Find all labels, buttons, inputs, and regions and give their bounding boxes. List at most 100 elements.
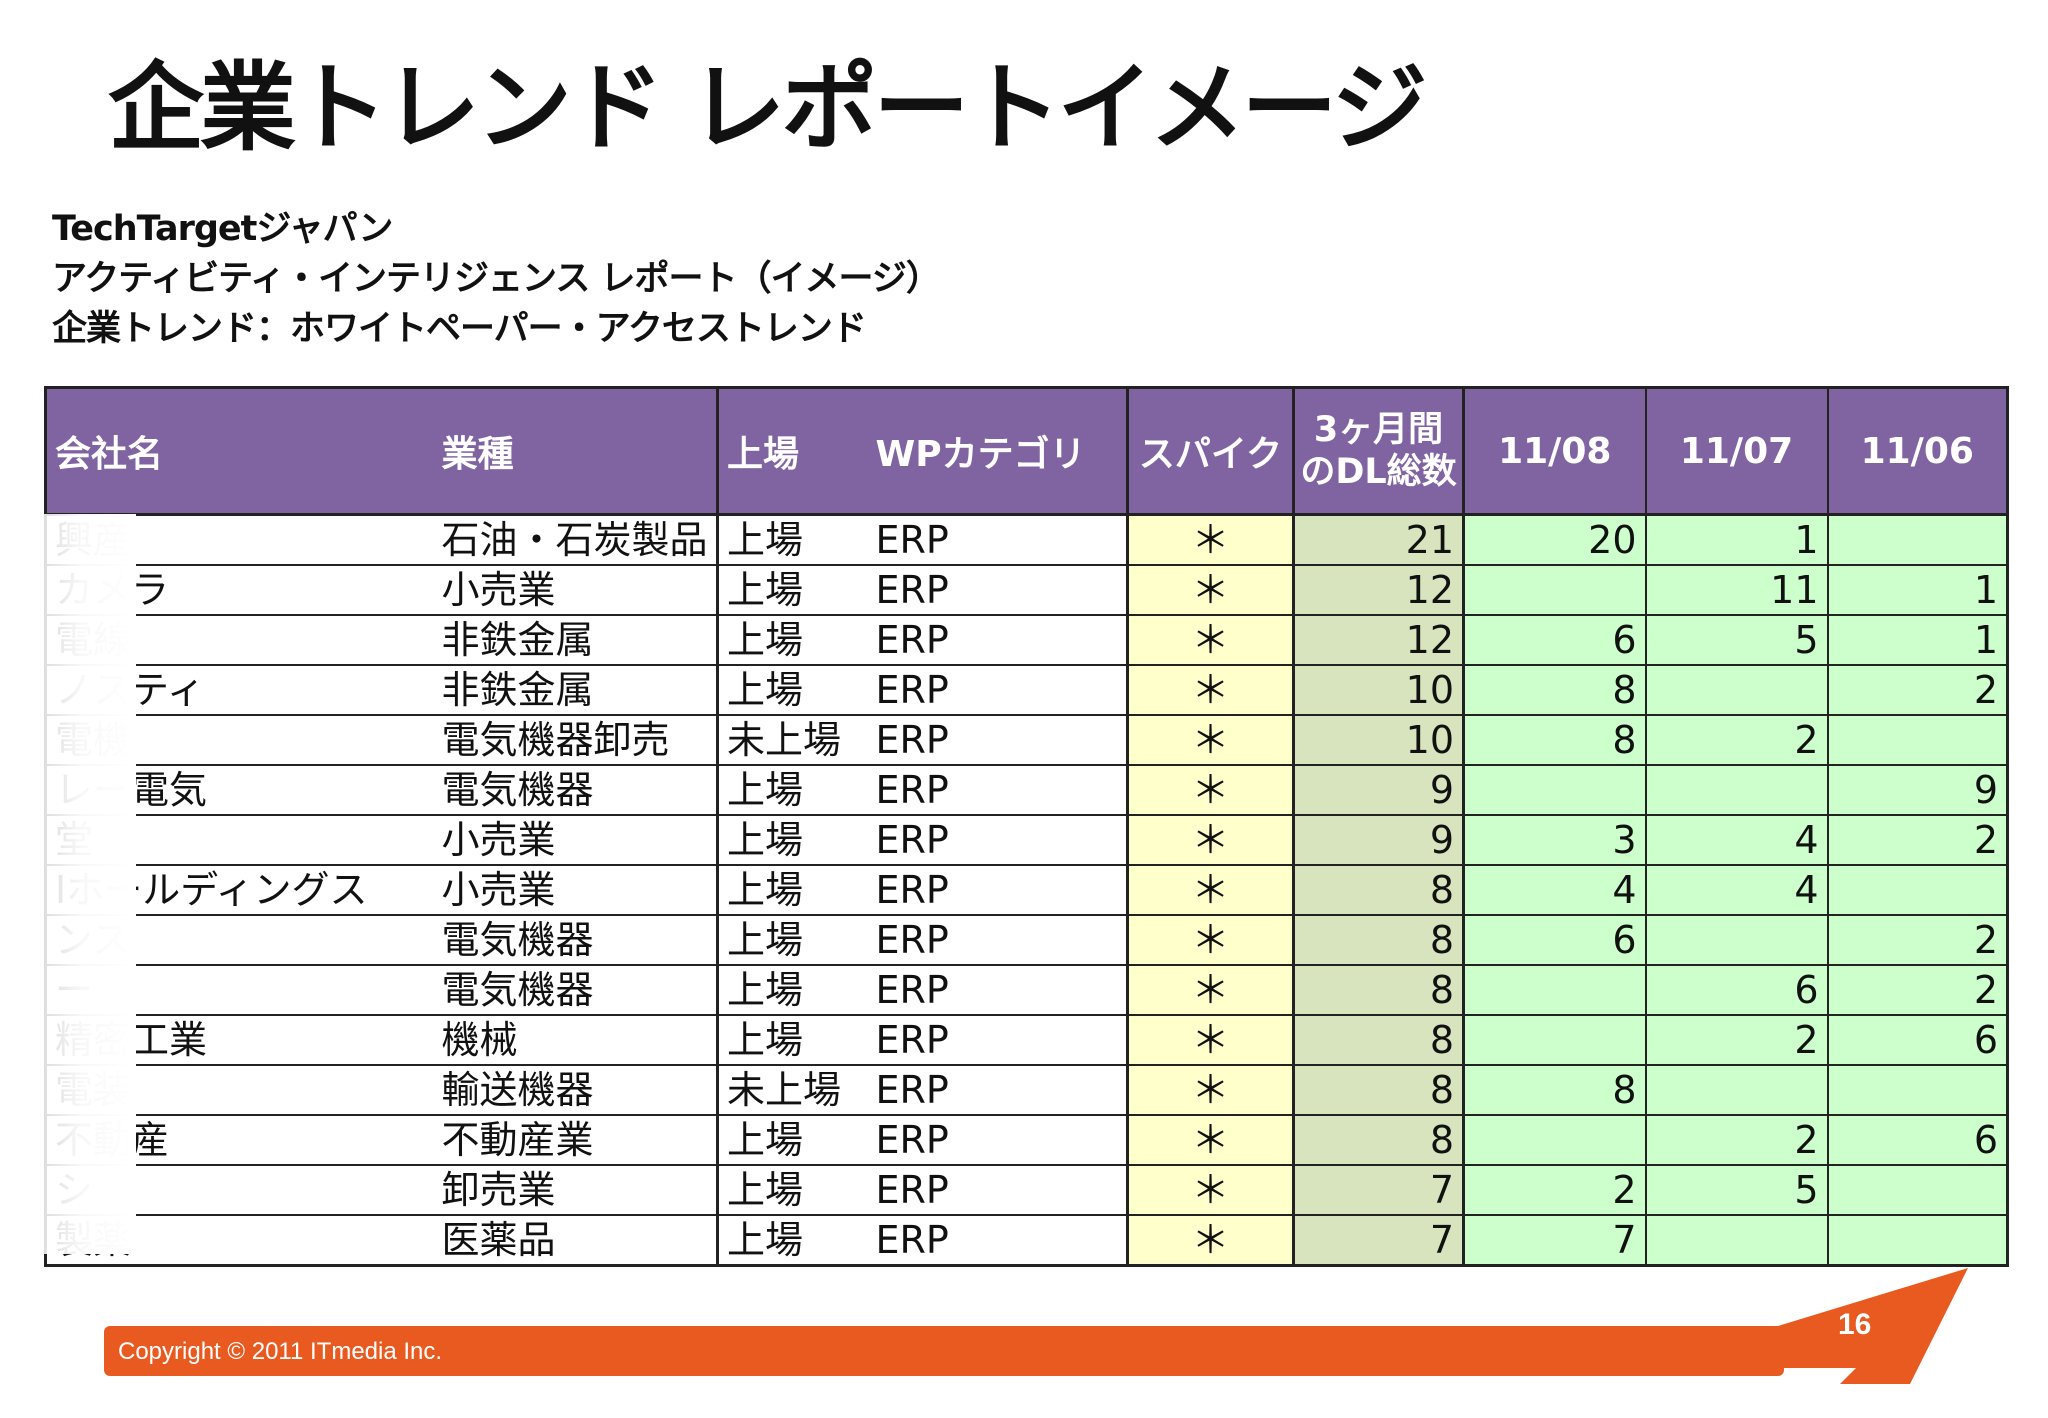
cell-dl-total: 8 [1292, 865, 1464, 916]
cell-category: ERP [867, 715, 1128, 766]
cell-industry: 不動産業 [433, 1115, 718, 1166]
cell-category: ERP [867, 665, 1128, 716]
cell-m1: 4 [1462, 865, 1646, 916]
header-category: WPカテゴリ [867, 386, 1128, 516]
cell-category: ERP [867, 865, 1128, 916]
cell-spike: ＊ [1126, 1015, 1294, 1066]
cell-industry: 機械 [433, 1015, 718, 1066]
footer-band [104, 1326, 1784, 1376]
cell-listing: 上場 [716, 965, 868, 1016]
cell-dl-total: 8 [1292, 1015, 1464, 1066]
cell-dl-total: 9 [1292, 815, 1464, 866]
table-row: 電装輸送機器未上場ERP＊88 [45, 1065, 2008, 1116]
cell-category: ERP [867, 765, 1128, 816]
cell-listing: 上場 [716, 514, 868, 566]
cell-spike: ＊ [1126, 565, 1294, 616]
cell-listing: 上場 [716, 1015, 868, 1066]
cell-dl-total: 10 [1292, 715, 1464, 766]
cell-m3: 6 [1826, 1115, 2008, 1166]
table-row: Iホールディングス 小売業 上場 ERP ＊ 8 4 4 [45, 865, 2008, 916]
cell-dl-total: 8 [1292, 915, 1464, 966]
cell-m3 [1826, 865, 2008, 916]
copyright-text: Copyright © 2011 ITmedia Inc. [118, 1338, 443, 1365]
cell-industry: 電気機器 [433, 965, 718, 1016]
cell-industry: 卸売業 [433, 1165, 718, 1216]
cell-m3: 2 [1826, 665, 2008, 716]
header-month-2: 11/07 [1644, 386, 1828, 516]
report-subtitle: TechTargetジャパン アクティビティ・インテリジェンス レポート（イメー… [52, 204, 941, 354]
cell-m2 [1644, 765, 1828, 816]
cell-dl-total: 21 [1292, 514, 1464, 566]
cell-category: ERP [867, 1215, 1128, 1267]
cell-m3: 2 [1826, 815, 2008, 866]
cell-spike: ＊ [1126, 915, 1294, 966]
cell-m2 [1644, 665, 1828, 716]
cell-industry: 電気機器 [433, 915, 718, 966]
cell-dl-total: 7 [1292, 1165, 1464, 1216]
cell-listing: 上場 [716, 1165, 868, 1216]
subtitle-line: 企業トレンド：ホワイトペーパー・アクセストレンド [52, 309, 867, 349]
cell-listing: 上場 [716, 665, 868, 716]
cell-dl-total: 8 [1292, 1115, 1464, 1166]
cell-listing: 上場 [716, 815, 868, 866]
cell-dl-total: 12 [1292, 565, 1464, 616]
cell-dl-total: 10 [1292, 665, 1464, 716]
table-row: 製薬医薬品上場ERP＊77 [45, 1215, 2008, 1267]
cell-listing: 未上場 [716, 715, 868, 766]
page-number-arrow-icon [1778, 1268, 1968, 1384]
cell-m1: 6 [1462, 615, 1646, 666]
cell-m2 [1644, 1065, 1828, 1116]
subtitle-line: アクティビティ・インテリジェンス レポート（イメージ） [52, 259, 941, 299]
cell-dl-total: 8 [1292, 1065, 1464, 1116]
cell-m2: 4 [1644, 865, 1828, 916]
cell-spike: ＊ [1126, 665, 1294, 716]
cell-m3: 1 [1826, 565, 2008, 616]
cell-listing: 上場 [716, 915, 868, 966]
cell-industry: 非鉄金属 [433, 615, 718, 666]
cell-spike: ＊ [1126, 815, 1294, 866]
header-company: 会社名 [45, 386, 434, 516]
page-number: 16 [1838, 1308, 1872, 1341]
cell-spike: ＊ [1126, 715, 1294, 766]
cell-dl-total: 7 [1292, 1215, 1464, 1267]
cell-listing: 上場 [716, 1215, 868, 1267]
cell-m3: 9 [1826, 765, 2008, 816]
cell-m3 [1826, 514, 2008, 566]
cell-industry: 石油・石炭製品 [433, 514, 718, 566]
cell-spike: ＊ [1126, 1115, 1294, 1166]
cell-m2: 5 [1644, 1165, 1828, 1216]
header-spike: スパイク [1126, 386, 1294, 516]
cell-listing: 上場 [716, 865, 868, 916]
trend-table: 会社名 業種 上場 WPカテゴリ スパイク 3ヶ月間のDL総数 11/08 11… [44, 386, 2009, 1267]
cell-dl-total: 8 [1292, 965, 1464, 1016]
cell-listing: 上場 [716, 1115, 868, 1166]
header-month-1: 11/08 [1462, 386, 1646, 516]
cell-m1: 3 [1462, 815, 1646, 866]
cell-category: ERP [867, 1115, 1128, 1166]
cell-spike: ＊ [1126, 865, 1294, 916]
cell-m1: 2 [1462, 1165, 1646, 1216]
cell-m2: 1 [1644, 514, 1828, 566]
table-row: ー電気機器上場ERP＊862 [45, 965, 2008, 1016]
table-row: 不動産不動産業上場ERP＊826 [45, 1115, 2008, 1166]
cell-m3 [1826, 1215, 2008, 1267]
page-title: 企業トレンド レポートイメージ [108, 52, 1428, 164]
cell-m2: 4 [1644, 815, 1828, 866]
cell-spike: ＊ [1126, 1165, 1294, 1216]
cell-industry: 小売業 [433, 865, 718, 916]
cell-m1: 8 [1462, 1065, 1646, 1116]
subtitle-line: TechTargetジャパン [52, 209, 393, 249]
cell-dl-total: 12 [1292, 615, 1464, 666]
cell-m2 [1644, 1215, 1828, 1267]
cell-m1 [1462, 565, 1646, 616]
cell-category: ERP [867, 514, 1128, 566]
cell-m1: 6 [1462, 915, 1646, 966]
cell-m1: 8 [1462, 715, 1646, 766]
cell-spike: ＊ [1126, 1215, 1294, 1267]
cell-category: ERP [867, 815, 1128, 866]
